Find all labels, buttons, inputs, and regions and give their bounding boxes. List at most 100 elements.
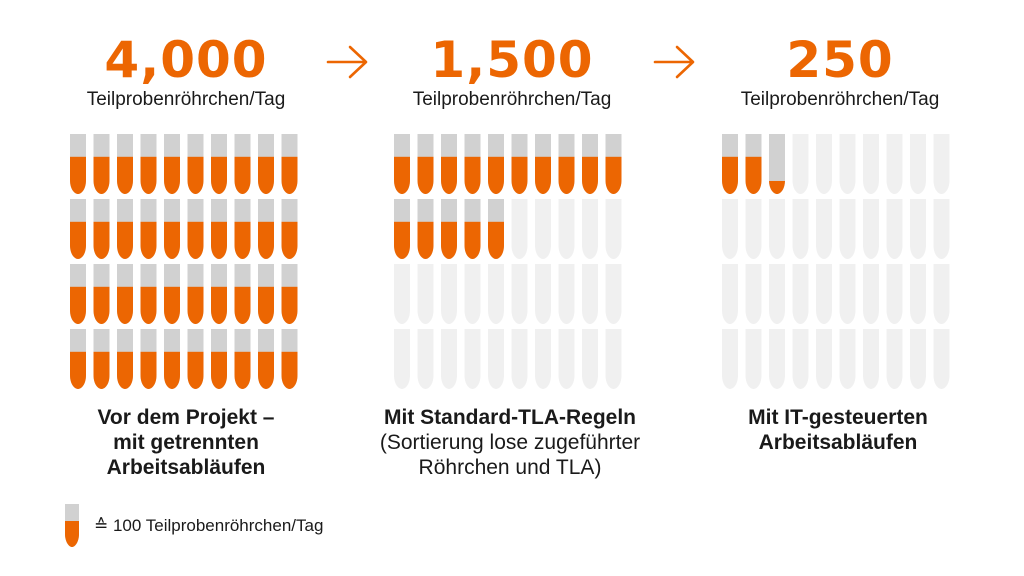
tube-1-25 [164,264,180,324]
tube-3-39 [910,329,926,389]
stat-column-3: 250 Teilprobenröhrchen/Tag [720,30,960,112]
caption-3-text: Mit IT-gesteuerten Arbeitsabläufen [748,406,928,454]
tube-1-11 [70,199,86,259]
tube-1-8 [234,134,251,194]
tube-grid-2 [394,134,622,389]
tube-2-18 [558,199,575,259]
tube-1-14 [140,199,157,259]
tube-3-32 [745,329,762,389]
tube-1-17 [211,199,227,259]
tube-1-10 [281,134,298,194]
tube-2-12 [417,199,434,259]
tube-3-2 [745,134,762,194]
tube-1-24 [140,264,157,324]
stat-value-1: 4,000 [104,31,268,89]
tube-2-29 [582,264,598,324]
tube-2-14 [464,199,481,259]
caption-1: Vor dem Projekt – mit getrennten Arbeits… [36,405,336,480]
tube-3-11 [722,199,738,259]
tube-1-29 [258,264,274,324]
tube-3-13 [769,199,785,259]
tube-3-19 [910,199,926,259]
tube-3-8 [886,134,903,194]
tube-3-30 [933,264,950,324]
tube-3-38 [886,329,903,389]
tube-1-38 [234,329,251,389]
tube-2-36 [511,329,528,389]
tube-2-37 [535,329,551,389]
tube-2-34 [464,329,481,389]
tube-3-9 [910,134,926,194]
tube-2-10 [605,134,622,194]
tube-2-25 [488,264,504,324]
tube-3-10 [933,134,950,194]
tube-1-34 [140,329,157,389]
stat-unit-1: Teilprobenröhrchen/Tag [86,89,286,110]
tube-2-7 [535,134,551,194]
tube-1-27 [211,264,227,324]
tube-2-31 [394,329,410,389]
tube-1-33 [117,329,133,389]
tube-2-17 [535,199,551,259]
tube-2-28 [558,264,575,324]
tube-1-21 [70,264,86,324]
tube-2-15 [488,199,504,259]
tube-1-19 [258,199,274,259]
tube-1-7 [211,134,227,194]
tube-3-25 [816,264,832,324]
tube-3-16 [839,199,856,259]
tube-3-23 [769,264,785,324]
tube-1-16 [187,199,204,259]
tube-3-22 [745,264,762,324]
legend-label: ≙ 100 Teilprobenröhrchen/Tag [94,516,324,535]
tube-2-16 [511,199,528,259]
tube-2-23 [441,264,457,324]
tube-1-28 [234,264,251,324]
caption-2-subtitle: (Sortierung lose zugeführter Röhrchen un… [379,431,641,479]
tube-1-2 [93,134,110,194]
tube-3-28 [886,264,903,324]
tube-3-36 [839,329,856,389]
tube-2-6 [511,134,528,194]
tube-1-13 [117,199,133,259]
tube-2-3 [441,134,457,194]
tube-2-4 [464,134,481,194]
tube-1-9 [258,134,274,194]
tube-1-32 [93,329,110,389]
tube-3-35 [816,329,832,389]
tube-grid-1 [70,134,298,389]
tube-1-23 [117,264,133,324]
arrow-right-icon [326,45,368,79]
tube-2-21 [394,264,410,324]
tube-2-1 [394,134,410,194]
tube-2-19 [582,199,598,259]
caption-2: Mit Standard-TLA-Regeln (Sortierung lose… [360,405,660,480]
tube-2-39 [582,329,598,389]
tube-1-35 [164,329,180,389]
tube-3-5 [816,134,832,194]
tube-2-5 [488,134,504,194]
tube-3-27 [863,264,879,324]
tube-2-26 [511,264,528,324]
tube-3-31 [722,329,738,389]
tube-3-40 [933,329,950,389]
tube-2-9 [582,134,598,194]
stat-value-2: 1,500 [430,31,594,89]
tube-1-6 [187,134,204,194]
stat-value-3: 250 [786,31,894,89]
tube-icon [65,504,79,547]
tube-1-4 [140,134,157,194]
tube-2-20 [605,199,622,259]
tube-1-3 [117,134,133,194]
stat-column-2: 1,500 Teilprobenröhrchen/Tag [392,30,632,112]
tube-1-31 [70,329,86,389]
tube-3-20 [933,199,950,259]
tube-1-36 [187,329,204,389]
tube-1-40 [281,329,298,389]
tube-2-35 [488,329,504,389]
tube-2-30 [605,264,622,324]
tube-1-37 [211,329,227,389]
tube-2-40 [605,329,622,389]
tube-3-34 [792,329,809,389]
tube-3-6 [839,134,856,194]
